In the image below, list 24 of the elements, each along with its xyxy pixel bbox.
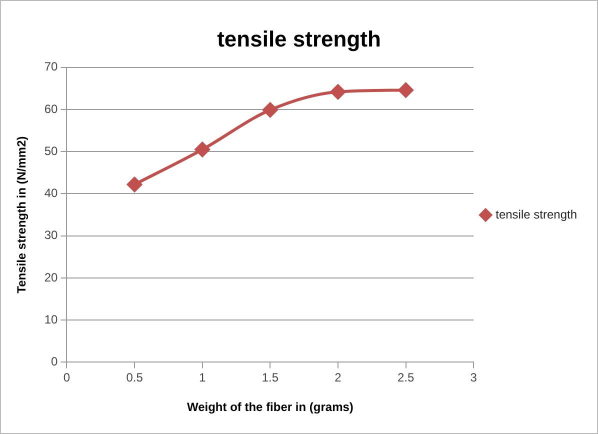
x-axis-title: Weight of the fiber in (grams) xyxy=(186,400,354,414)
point xyxy=(262,102,278,118)
chart-title: tensile strength xyxy=(217,26,381,52)
point xyxy=(127,176,142,192)
y-tick-label: 10 xyxy=(44,312,58,326)
y-axis-title: Tensile strength in (N/mm2) xyxy=(14,136,29,294)
point xyxy=(194,142,210,158)
y-tick-label: 50 xyxy=(44,144,58,158)
x-tick-label: 3 xyxy=(470,370,478,385)
y-tick-label: 70 xyxy=(44,60,58,74)
point xyxy=(398,82,414,98)
point xyxy=(330,84,346,100)
y-tick-label: 0 xyxy=(51,354,58,369)
x-tick-label: 1.5 xyxy=(262,370,279,385)
x-tick-label: 1 xyxy=(199,370,206,385)
y-tick-label: 30 xyxy=(44,228,58,242)
x-tick-label: 0.5 xyxy=(126,370,144,385)
legend-label: tensile strength xyxy=(496,207,578,222)
y-tick-label: 20 xyxy=(44,270,58,284)
y-tick-label: 40 xyxy=(44,186,58,200)
y-tick-label: 60 xyxy=(44,102,58,116)
x-tick-label: 2 xyxy=(334,370,342,385)
x-tick-label: 0 xyxy=(63,370,70,385)
x-tick-label: 2.5 xyxy=(397,370,414,385)
